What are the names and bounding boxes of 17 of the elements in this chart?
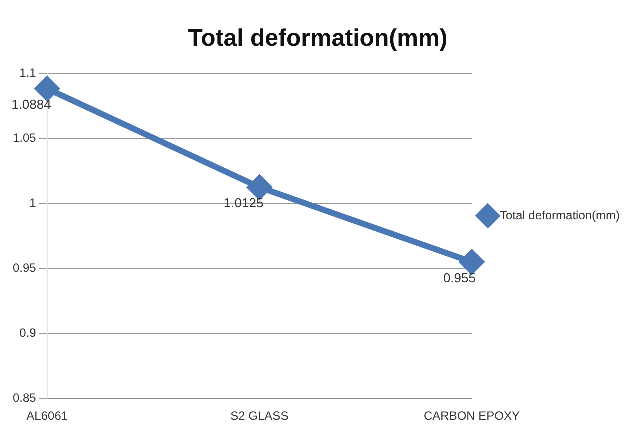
point: [248, 175, 272, 200]
y-tick-label: 0.85: [12, 390, 37, 405]
point: [35, 76, 60, 101]
data-label: 0.955: [443, 270, 476, 286]
x-tick-label: AL6061: [26, 409, 68, 424]
data-label: 1.0125: [224, 196, 264, 211]
x-tick-label: CARBON EPOXY: [424, 409, 520, 424]
y-tick-label: 0.95: [12, 260, 37, 275]
data-label: 1.0884: [12, 96, 52, 112]
y-tick-label: 1.05: [12, 131, 37, 146]
y-tick-label: 1: [30, 196, 37, 210]
point: [460, 250, 484, 274]
legend-label: Total deformation(mm): [500, 208, 620, 222]
y-tick-label: 1.1: [20, 66, 37, 80]
y-tick-label: 0.9: [20, 326, 37, 340]
x-tick-label: S2 GLASS: [230, 409, 289, 424]
chart-title: Total deformation(mm): [188, 25, 448, 52]
